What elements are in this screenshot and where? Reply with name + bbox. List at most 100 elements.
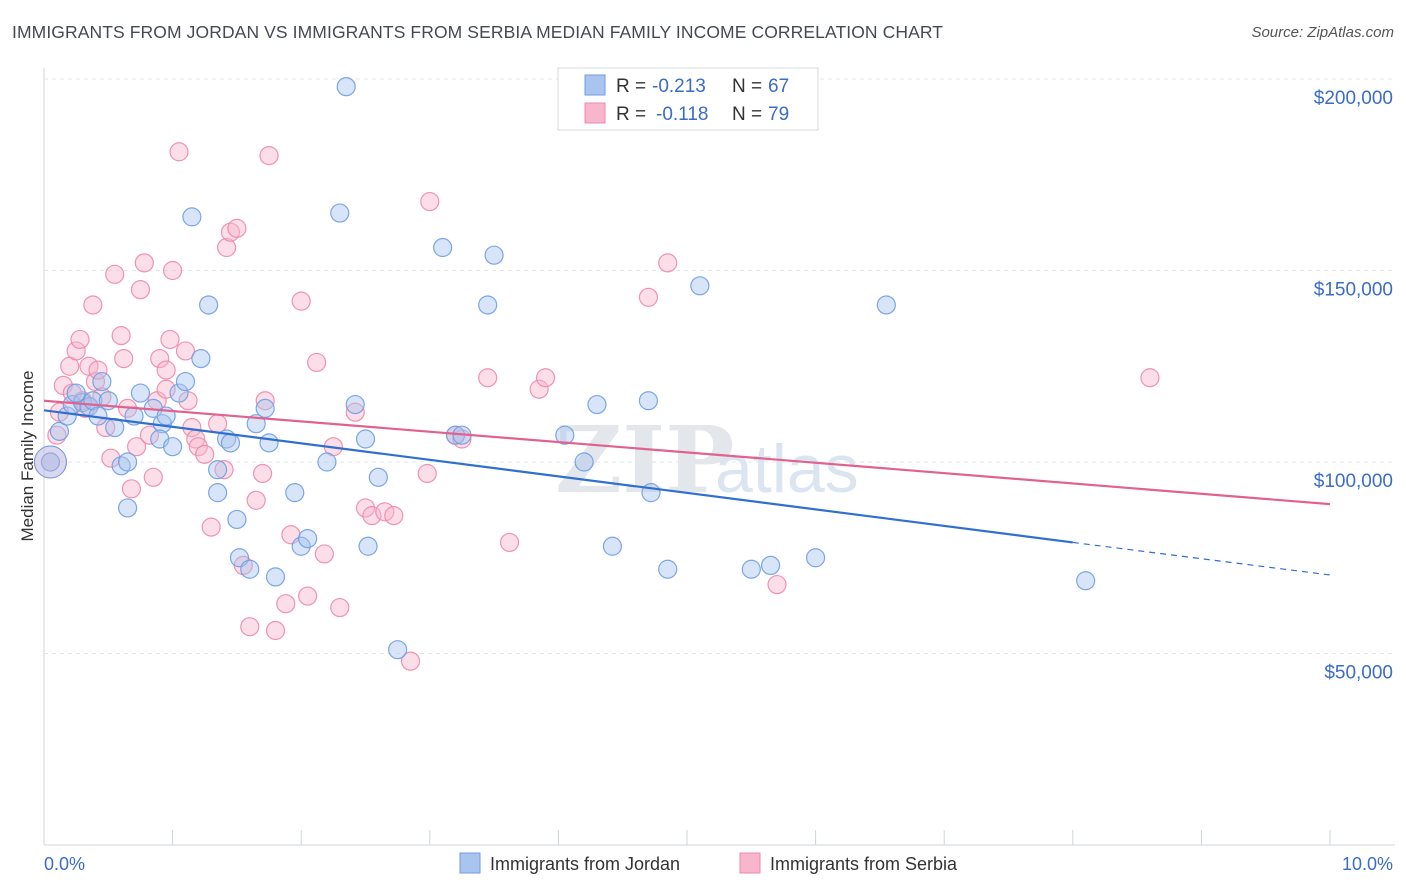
jordan-point — [658, 559, 678, 579]
jordan-point — [175, 371, 196, 392]
jordan-point — [355, 429, 376, 449]
y-tick-labels: $50,000 $100,000 $150,000 $200,000 — [1314, 88, 1393, 684]
jordan-points — [33, 77, 1096, 660]
jordan-point — [298, 528, 318, 549]
jordan-point — [602, 536, 623, 556]
serbia-points — [33, 142, 1160, 671]
legend: R = -0.213 N = 67 R = -0.118 N = 79 — [557, 67, 819, 131]
serbia-point — [307, 352, 327, 373]
jordan-point — [227, 509, 247, 530]
jordan-point — [117, 452, 138, 472]
serbia-point — [246, 490, 266, 510]
serbia-point — [163, 260, 183, 281]
serbia-point — [175, 341, 196, 361]
jordan-point — [638, 391, 659, 411]
jordan-point — [208, 483, 228, 503]
serbia-point — [314, 544, 334, 564]
legend-n-label-jordan: N = — [732, 76, 762, 97]
serbia-point — [195, 444, 215, 464]
jordan-point — [182, 207, 202, 227]
serbia-point — [70, 329, 90, 350]
serbia-point — [139, 425, 160, 445]
jordan-point — [40, 452, 61, 472]
jordan-point — [876, 295, 896, 315]
serbia-point — [767, 574, 787, 595]
serbia-point — [658, 253, 678, 273]
serbia-point — [150, 348, 170, 369]
serbia-point — [253, 463, 273, 484]
jordan-point — [33, 445, 67, 479]
jordan-point — [760, 555, 781, 576]
jordan-trend-extension — [1072, 541, 1331, 576]
serbia-point — [169, 142, 189, 162]
jordan-point — [433, 237, 453, 258]
serbia-point — [478, 368, 498, 388]
x-ticks — [43, 830, 1331, 845]
legend-swatch-serbia — [584, 102, 606, 124]
serbia-point — [330, 597, 350, 618]
legend-r-label-jordan: R = — [616, 76, 646, 97]
serbia-point — [227, 218, 247, 238]
serbia-point — [384, 506, 404, 526]
serbia-point — [121, 479, 142, 499]
y-tick-label: $150,000 — [1314, 280, 1393, 301]
jordan-point — [169, 383, 189, 403]
serbia-point — [1140, 368, 1160, 388]
jordan-point — [555, 425, 575, 445]
jordan-point — [368, 467, 388, 487]
y-tick-label: $100,000 — [1314, 471, 1393, 492]
chart-source: Source: ZipAtlas.com — [1251, 24, 1394, 41]
x-tick-label-min: 0.0% — [44, 854, 85, 874]
serbia-point — [265, 620, 286, 641]
jordan-point — [163, 437, 183, 457]
serbia-point — [83, 295, 103, 315]
jordan-point — [291, 536, 311, 556]
jordan-point — [255, 398, 275, 418]
jordan-point — [240, 559, 260, 579]
jordan-point — [587, 394, 607, 415]
serbia-point — [240, 617, 260, 637]
jordan-point — [259, 433, 279, 453]
serbia-point — [201, 517, 221, 537]
jordan-point — [330, 203, 350, 223]
jordan-point — [49, 421, 70, 441]
serbia-point — [362, 506, 382, 526]
jordan-point — [66, 383, 86, 403]
serbia-point — [88, 360, 108, 380]
serbia-point — [345, 402, 365, 422]
jordan-point — [478, 295, 498, 315]
serbia-point — [111, 326, 131, 346]
serbia-point — [130, 280, 151, 300]
jordan-point — [336, 77, 356, 97]
serbia-point — [291, 291, 311, 311]
serbia-point — [114, 348, 134, 369]
legend-n-label-serbia: N = — [732, 104, 762, 125]
jordan-point — [345, 394, 365, 415]
jordan-point — [484, 245, 504, 265]
serbia-point — [638, 287, 659, 307]
bottom-legend-swatch-serbia — [739, 852, 761, 874]
legend-n-jordan: 67 — [768, 76, 789, 97]
jordan-point — [208, 460, 228, 480]
serbia-point — [160, 329, 180, 350]
y-tick-label: $50,000 — [1324, 663, 1393, 684]
jordan-point — [265, 567, 286, 587]
serbia-point — [156, 360, 176, 380]
jordan-point — [117, 498, 138, 518]
legend-n-serbia: 79 — [768, 104, 789, 125]
jordan-point — [92, 371, 112, 392]
serbia-point — [143, 467, 163, 487]
jordan-point — [574, 452, 594, 472]
serbia-point — [255, 391, 275, 411]
legend-r-serbia: -0.118 — [656, 104, 708, 125]
serbia-point — [355, 498, 376, 518]
jordan-point — [57, 406, 77, 426]
jordan-point — [130, 383, 151, 403]
serbia-point — [134, 253, 154, 273]
serbia-point — [420, 191, 440, 212]
serbia-point — [156, 379, 176, 399]
legend-swatch-jordan — [584, 74, 606, 96]
serbia-point — [529, 379, 549, 399]
jordan-trend-line — [43, 409, 1073, 544]
serbia-point — [400, 651, 421, 671]
